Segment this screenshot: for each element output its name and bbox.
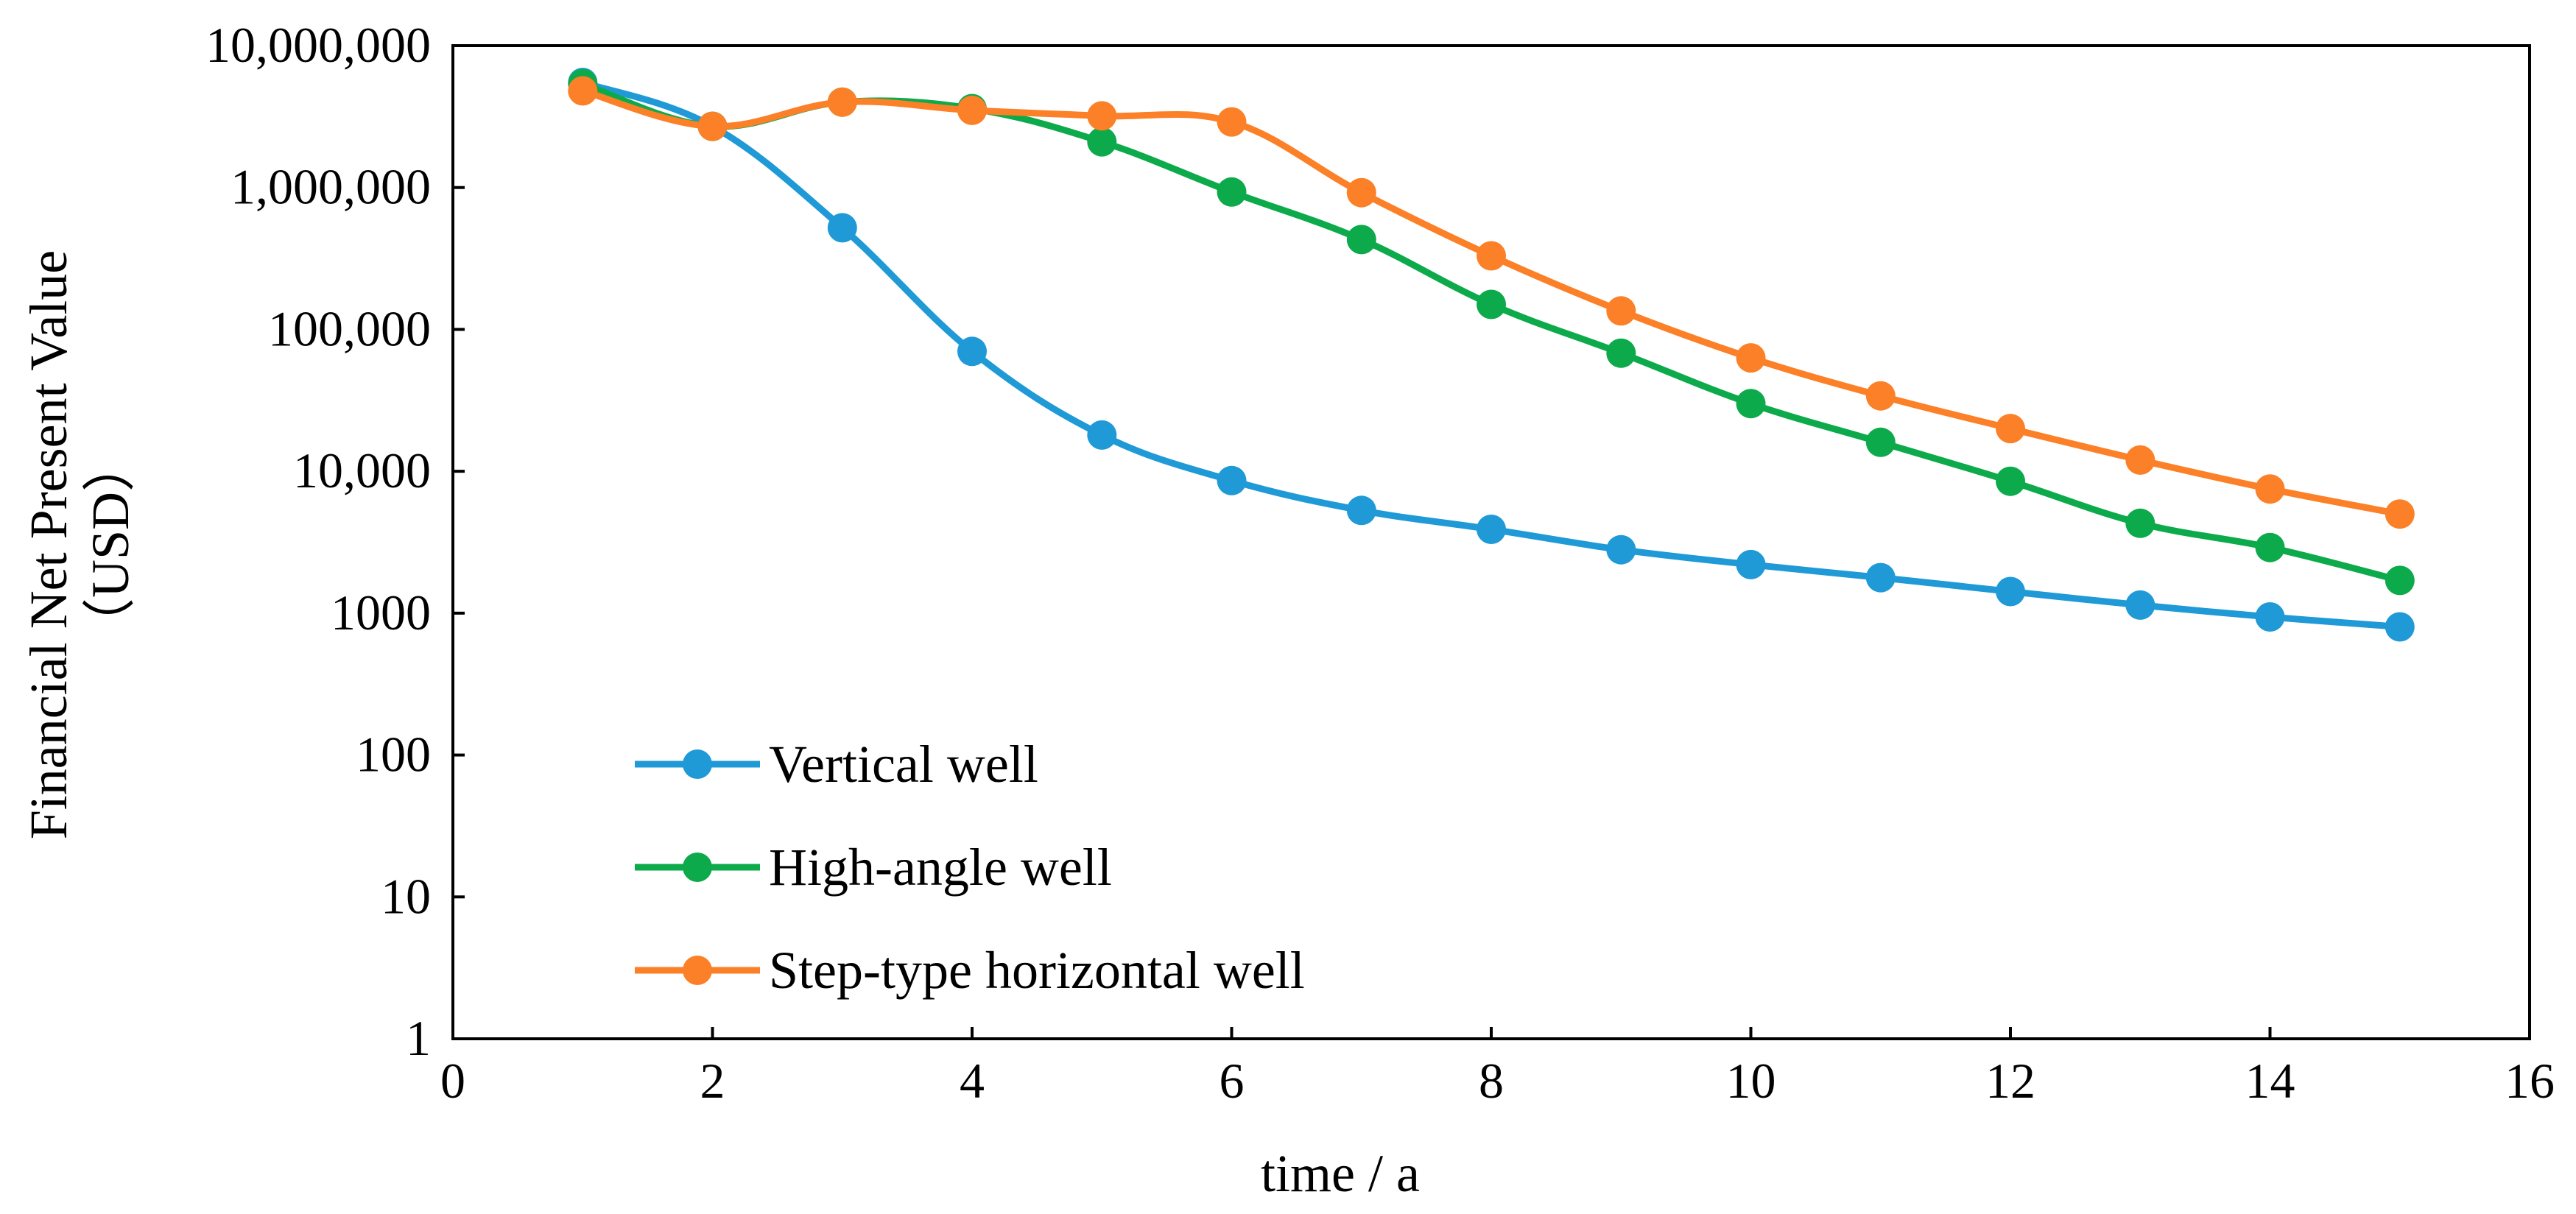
data-point [1996, 576, 2025, 607]
y-tick-label: 1,000,000 [230, 159, 431, 215]
data-point [957, 336, 987, 367]
y-axis-title: Financial Net Present Value （USD） [19, 250, 140, 839]
data-point [1606, 338, 1636, 368]
legend-marker [683, 956, 712, 985]
data-point [1606, 534, 1636, 565]
data-point [1477, 289, 1506, 320]
legend-item: Vertical well [635, 735, 1038, 794]
data-point [1217, 465, 1247, 495]
data-point [2255, 532, 2285, 562]
series-3 [568, 76, 2415, 529]
x-tick-label: 4 [960, 1053, 985, 1109]
legend-label: Step-type horizontal well [769, 941, 1305, 1000]
y-tick-label: 1000 [331, 585, 431, 640]
data-point [1606, 296, 1636, 326]
data-point [1736, 549, 1766, 579]
legend-label: High-angle well [769, 838, 1112, 897]
y-axis-title-line1: Financial Net Present Value [19, 250, 78, 839]
legend-marker [683, 853, 712, 882]
data-point [2385, 565, 2415, 596]
series-lines [568, 68, 2415, 642]
y-axis: 1 10 100 1000 10,000 100,000 1,000,000 10,000,0… [205, 17, 465, 1066]
data-point [1217, 177, 1247, 207]
data-point [1736, 389, 1766, 419]
data-point [1996, 414, 2025, 444]
data-point [1865, 562, 1896, 593]
x-tick-label: 6 [1220, 1053, 1245, 1109]
data-point [697, 111, 728, 141]
y-tick-label: 100,000 [268, 300, 431, 356]
data-point [1477, 515, 1506, 544]
y-tick-label: 100 [356, 727, 431, 783]
legend-item: High-angle well [635, 838, 1112, 897]
series-1 [568, 68, 2415, 642]
data-point [2125, 445, 2156, 475]
legend-label: Vertical well [769, 735, 1038, 794]
x-tick-label: 10 [1726, 1053, 1776, 1109]
data-point [2385, 499, 2415, 529]
data-point [1087, 101, 1117, 131]
data-point [1865, 427, 1896, 457]
data-point [1217, 107, 1247, 137]
data-point [1736, 343, 1766, 373]
data-point [2125, 508, 2156, 538]
data-point [1346, 177, 1376, 208]
y-tick-label: 10 [381, 868, 431, 924]
y-axis-title-line2: （USD） [81, 439, 140, 651]
data-point [957, 95, 987, 125]
data-point [2125, 590, 2156, 620]
legend-item: Step-type horizontal well [635, 941, 1305, 1000]
data-point [1996, 466, 2025, 496]
legend-marker [683, 749, 712, 779]
data-point [1087, 127, 1117, 157]
data-point [568, 76, 598, 106]
x-tick-label: 12 [1985, 1053, 2035, 1109]
data-point [1346, 495, 1376, 526]
y-tick-label: 10,000,000 [205, 17, 431, 73]
data-point [827, 213, 857, 243]
data-point [1865, 381, 1896, 411]
data-point [1346, 225, 1376, 255]
data-point [1477, 241, 1506, 271]
series-line [579, 79, 2404, 630]
x-tick-label: 16 [2505, 1053, 2555, 1109]
data-point [827, 87, 857, 117]
y-tick-label: 10,000 [293, 442, 431, 498]
data-point [2255, 474, 2285, 504]
x-axis-title: time / a [1261, 1144, 1420, 1203]
x-tick-label: 0 [440, 1053, 465, 1109]
data-point [2255, 602, 2285, 632]
x-axis: 0 2 4 6 8 10 12 14 16 [440, 1027, 2555, 1109]
data-point [2385, 612, 2415, 642]
x-tick-label: 2 [700, 1053, 725, 1109]
y-tick-label: 1 [406, 1010, 431, 1066]
x-tick-label: 8 [1479, 1053, 1504, 1109]
data-point [1087, 420, 1117, 450]
x-tick-label: 14 [2245, 1053, 2295, 1109]
legend: Vertical well High-angle well Step-type ho… [635, 735, 1305, 1000]
series-line [579, 80, 2404, 584]
